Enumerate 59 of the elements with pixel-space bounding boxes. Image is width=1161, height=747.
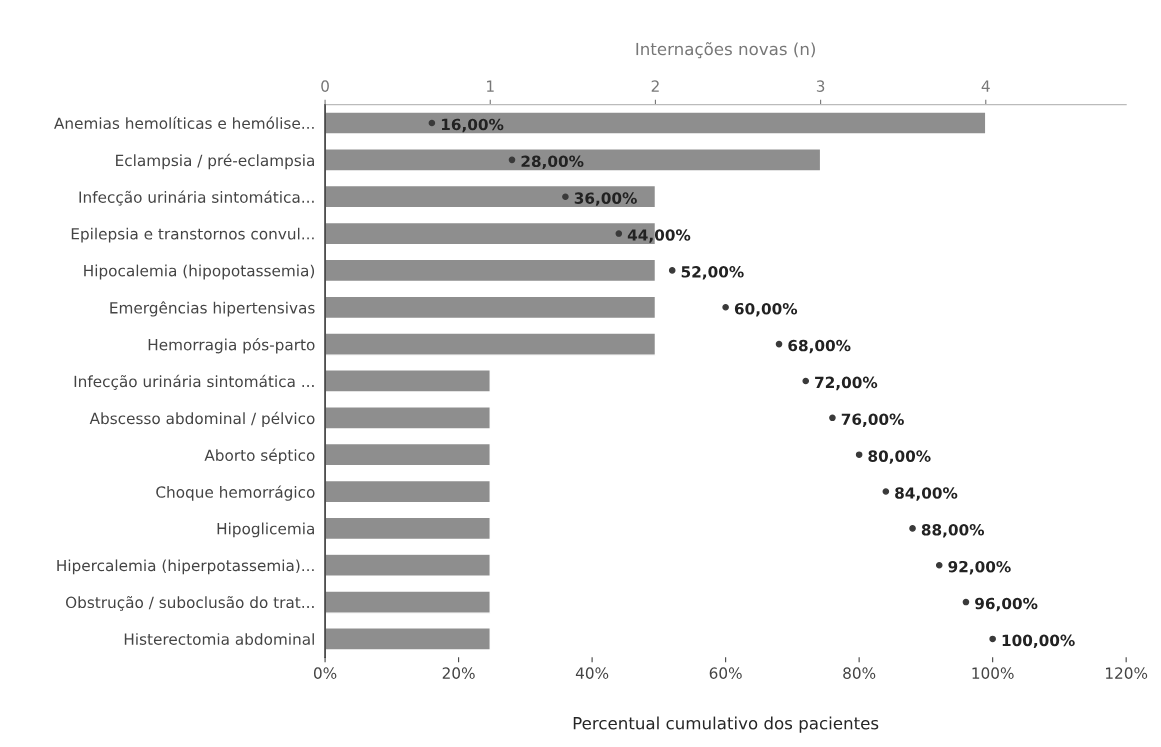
data-label: 96,00% (975, 597, 1038, 612)
point (775, 340, 783, 348)
y-tick-label: Hipercalemia (hiperpotassemia)... (57, 559, 314, 575)
y-tick-label: Infecção urinária sintomática ... (74, 374, 314, 390)
x2-tick-label: 0 (321, 80, 329, 92)
y-tick-label: Infecção urinária sintomática... (79, 190, 314, 206)
y-tick-label: Abscesso abdominal / pélvico (89, 411, 315, 428)
point (802, 377, 810, 385)
point (935, 561, 943, 569)
point (962, 598, 970, 606)
y-tick-label: Choque hemorrágico (156, 485, 315, 501)
point (855, 451, 863, 458)
data-label: 52,00% (681, 266, 744, 280)
x-tick-label: 100% (972, 667, 1014, 679)
point (882, 488, 890, 495)
x-tick-label: 0% (313, 667, 337, 679)
y-tick-label: Eclampsia / pré-eclampsia (116, 153, 314, 170)
data-label: 60,00% (734, 302, 798, 317)
data-label: 28,00% (521, 155, 584, 170)
point (428, 119, 436, 127)
data-label: 68,00% (788, 339, 851, 354)
x-axis-title: Percentual cumulativo dos pacientes (573, 716, 879, 733)
point (668, 267, 676, 274)
x-tick-label: 60% (709, 667, 742, 679)
data-label: 36,00% (574, 192, 637, 206)
data-label: 92,00% (948, 560, 1011, 575)
data-label: 80,00% (868, 450, 931, 464)
data-label: 76,00% (841, 413, 904, 427)
data-label: 88,00% (921, 524, 985, 538)
x-tick-label: 20% (442, 667, 475, 679)
y-tick-label: Hipocalemia (hipopotassemia) (84, 264, 315, 280)
data-label: 100,00% (1002, 634, 1075, 649)
y-tick-label: Epilepsia e transtornos convul... (71, 227, 314, 243)
point (722, 303, 729, 311)
point (562, 193, 569, 201)
point (508, 156, 516, 164)
x-tick-label: 120% (1106, 667, 1148, 679)
point (615, 230, 623, 237)
data-label: 84,00% (895, 487, 958, 501)
y-tick-label: Anemias hemolíticas e hemólise... (54, 116, 314, 130)
data-label: 16,00% (441, 118, 504, 133)
data-label: 44,00% (627, 229, 691, 243)
x2-axis-title: Internações novas (n) (636, 42, 815, 59)
y-tick-label: Hipoglicemia (217, 522, 314, 538)
y-tick-label: Hemorragia pós-parto (148, 338, 315, 354)
y-tick-label: Aborto séptico (204, 448, 315, 464)
y-tick-label: Obstrução / suboclusão do trat... (65, 596, 314, 611)
x2-tick-label: 1 (487, 80, 494, 92)
x-tick-label: 40% (575, 667, 609, 679)
point (909, 525, 916, 532)
x2-tick-label: 2 (651, 80, 659, 92)
point (989, 635, 996, 643)
y-tick-label: Emergências hipertensivas (110, 301, 315, 317)
x2-tick-label: 4 (981, 80, 990, 92)
point (829, 414, 836, 422)
data-label: 72,00% (815, 376, 878, 391)
x2-tick-label: 3 (816, 80, 825, 92)
x-tick-label: 80% (843, 667, 876, 679)
y-tick-label: Histerectomia abdominal (124, 633, 314, 645)
